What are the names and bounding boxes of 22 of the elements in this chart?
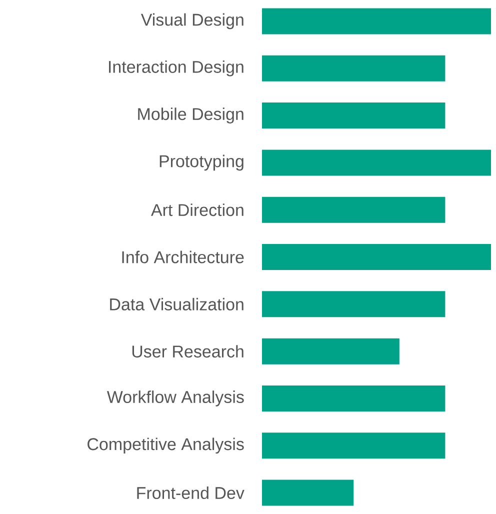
y-tick-label: Art Direction xyxy=(150,204,244,216)
y-tick-label: User Research xyxy=(132,345,244,358)
y-tick-label: Mobile Design xyxy=(138,108,244,124)
y-tick-label: Visual Design xyxy=(140,13,244,30)
bar xyxy=(262,102,446,129)
y-tick-label: Interaction Design xyxy=(109,60,244,76)
y-tick-label: Competitive Analysis xyxy=(88,438,244,454)
bar xyxy=(262,55,446,82)
y-tick-label: Data Visualization xyxy=(110,298,244,310)
bar xyxy=(262,480,354,506)
y-tick-label: Info Architecture xyxy=(122,250,244,264)
bar xyxy=(262,8,492,34)
y-tick-label: Prototyping xyxy=(160,154,244,171)
y-tick-label: Workflow Analysis xyxy=(106,390,244,406)
bar xyxy=(262,291,446,318)
bar xyxy=(262,150,492,176)
bar xyxy=(262,432,446,459)
y-tick-label: Front-end Dev xyxy=(137,486,244,500)
bar xyxy=(262,244,492,270)
bar xyxy=(262,338,400,364)
bar xyxy=(262,196,446,223)
bar xyxy=(262,385,446,412)
